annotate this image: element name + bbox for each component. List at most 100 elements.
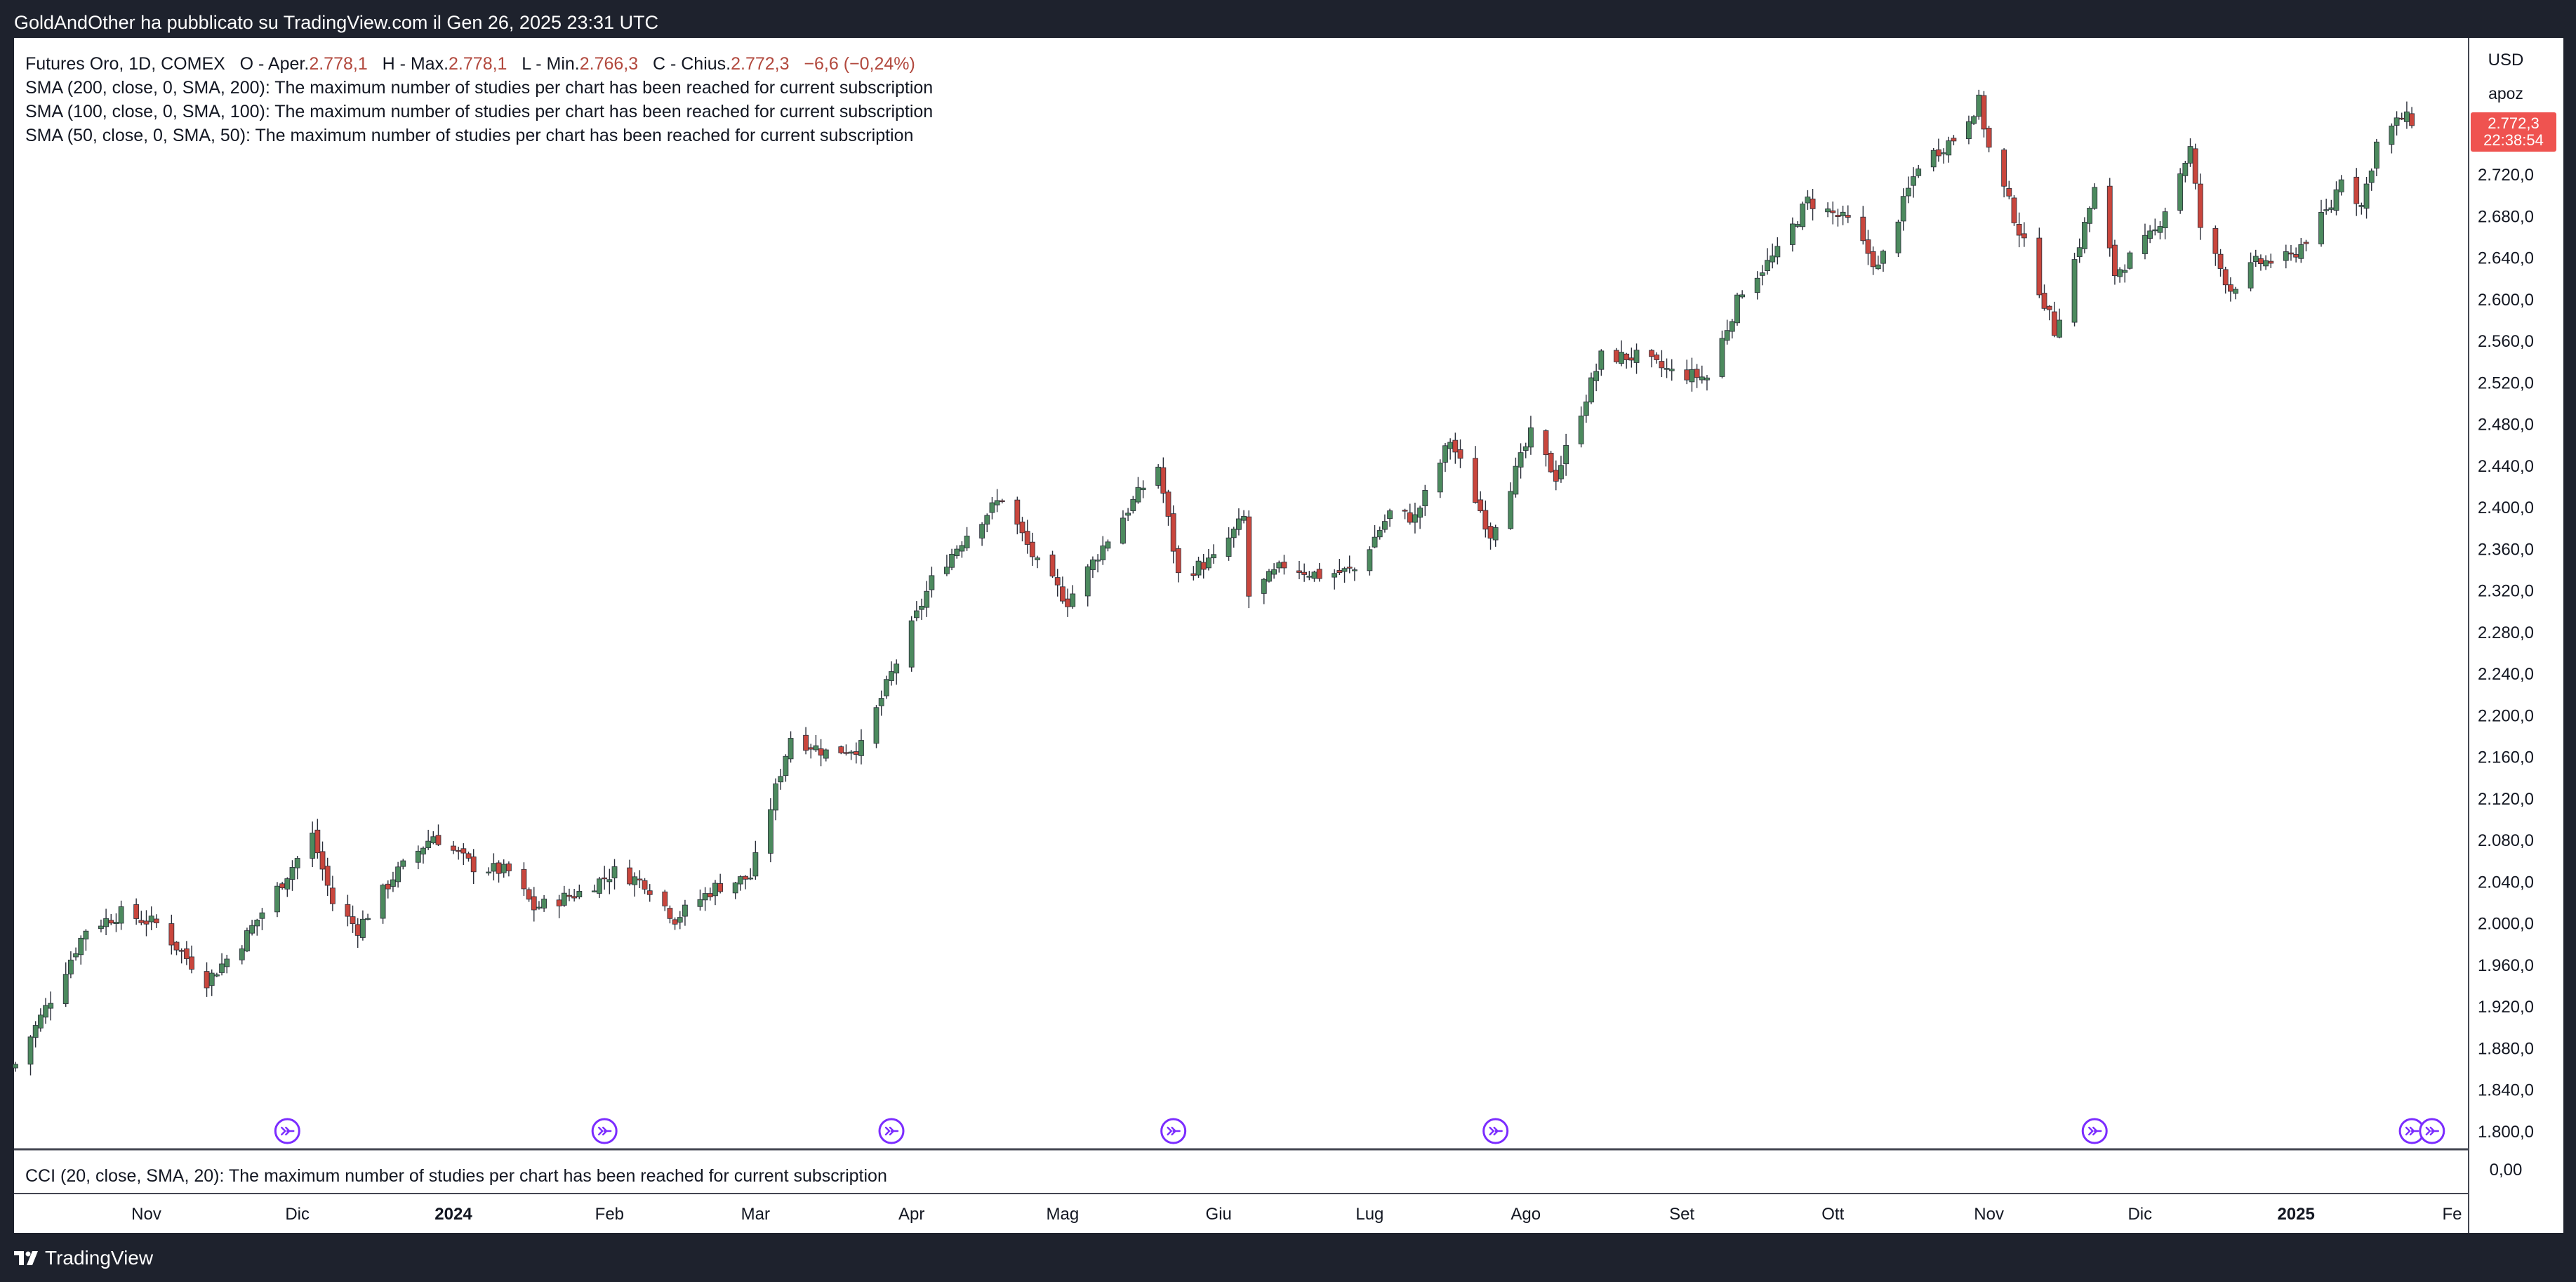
- time-tick-label: 2024: [434, 1205, 472, 1224]
- candle-body: [1190, 573, 1197, 576]
- candle-body: [1865, 239, 1871, 254]
- candle-body: [213, 974, 220, 977]
- candle-body: [602, 877, 608, 880]
- time-tick-label: Dic: [285, 1205, 310, 1224]
- candle-body: [1619, 352, 1624, 364]
- candle-body: [677, 917, 683, 923]
- candle-body: [43, 1005, 48, 1018]
- candle-body: [1135, 487, 1141, 503]
- candle-body: [470, 856, 477, 873]
- candle-body: [2283, 251, 2289, 261]
- candle-body: [1528, 427, 1534, 448]
- candle-body: [717, 883, 724, 892]
- candle-body: [989, 502, 995, 513]
- candle-body: [1125, 513, 1131, 516]
- candle-body: [67, 959, 74, 974]
- candle-body: [2217, 253, 2224, 269]
- candle-body: [878, 698, 884, 706]
- economic-event-icon[interactable]: [2398, 1118, 2425, 1144]
- candle-body: [894, 663, 900, 674]
- candle-body: [1845, 215, 1851, 218]
- study-sma-200[interactable]: SMA (200, close, 0, SMA, 200): The maxim…: [25, 78, 934, 98]
- candle-body: [496, 862, 502, 874]
- study-cci[interactable]: CCI (20, close, SMA, 20): The maximum nu…: [25, 1166, 887, 1186]
- candle-body: [1230, 529, 1237, 538]
- candle-body: [1070, 593, 1076, 607]
- candle-body: [752, 852, 759, 877]
- candle-body: [571, 896, 578, 899]
- candle-body: [1553, 470, 1559, 482]
- candle-body: [1417, 508, 1423, 518]
- price-tick-label: 2.200,0: [2478, 706, 2534, 725]
- candle-body: [2368, 170, 2375, 183]
- symbol-title[interactable]: Futures Oro, 1D, COMEX: [25, 54, 225, 74]
- candle-body: [1976, 94, 1982, 117]
- economic-event-icon[interactable]: [2081, 1118, 2108, 1144]
- candle-body: [1875, 264, 1881, 270]
- candle-body: [1266, 571, 1272, 582]
- candle-body: [1598, 350, 1605, 370]
- candle-body: [32, 1025, 39, 1038]
- candle-body: [2147, 230, 2153, 239]
- candle-body: [913, 610, 919, 619]
- tradingview-brand[interactable]: TradingView: [14, 1247, 153, 1269]
- candle-body: [1195, 560, 1202, 576]
- candle-body: [2318, 211, 2324, 244]
- economic-event-icon[interactable]: [2419, 1118, 2445, 1144]
- price-tick-label: 1.800,0: [2478, 1123, 2534, 1142]
- candle-body: [274, 885, 280, 913]
- candle-body: [2258, 258, 2264, 264]
- candle-body: [1120, 517, 1126, 544]
- economic-event-icon[interactable]: [274, 1118, 300, 1144]
- study-sma-100[interactable]: SMA (100, close, 0, SMA, 100): The maxim…: [25, 102, 934, 121]
- time-tick-label: Nov: [131, 1205, 161, 1224]
- candle-body: [1588, 377, 1594, 403]
- candle-body: [949, 553, 955, 568]
- time-axis[interactable]: Nov Dic 2024 Feb Mar Apr Mag Giu Lug Ago Set Ott Nov…: [131, 1205, 2462, 1224]
- chart-frame[interactable]: [14, 38, 2563, 1233]
- candle-body: [536, 906, 542, 908]
- candle-body: [1664, 368, 1670, 370]
- candle-body: [1035, 557, 1040, 560]
- candle-body: [1261, 579, 1267, 594]
- candle-body: [1981, 95, 1987, 130]
- event-markers[interactable]: [274, 1118, 2445, 1144]
- footer: TradingView: [0, 1233, 2576, 1282]
- candle-body: [415, 850, 421, 863]
- low-value: 2.766,3: [579, 54, 639, 74]
- candle-body: [1694, 369, 1700, 378]
- price-tick-label: 2.720,0: [2478, 166, 2534, 185]
- candle-body: [1160, 467, 1167, 494]
- candle-body: [183, 948, 190, 959]
- tradingview-logo-icon: [14, 1251, 38, 1265]
- study-sma-50[interactable]: SMA (50, close, 0, SMA, 50): The maximum…: [25, 126, 914, 145]
- economic-event-icon[interactable]: [878, 1118, 905, 1144]
- economic-event-icon[interactable]: [591, 1118, 618, 1144]
- economic-event-icon[interactable]: [1482, 1118, 1509, 1144]
- candle-body: [118, 906, 124, 924]
- candle-body: [1442, 445, 1448, 463]
- time-tick-label: Mag: [1047, 1205, 1080, 1224]
- candle-body: [838, 746, 844, 753]
- brand-name: TradingView: [45, 1247, 154, 1269]
- candle-body: [1376, 530, 1383, 538]
- candle-body: [1770, 256, 1776, 263]
- candle-body: [48, 1003, 54, 1009]
- candle-body: [858, 740, 864, 756]
- candle-body: [249, 925, 255, 934]
- candle-body: [1971, 116, 1977, 124]
- candle-body: [224, 958, 230, 967]
- candle-body: [2122, 270, 2128, 273]
- candle-body: [924, 590, 930, 608]
- candle-body: [2071, 259, 2078, 323]
- candle-body: [627, 867, 632, 885]
- price-axis[interactable]: 1.800,0 1.840,0 1.880,0 1.920,0 1.960,0 2.000…: [2478, 166, 2534, 1142]
- axis-mode-label[interactable]: apoz: [2488, 84, 2523, 103]
- candle-body: [2177, 173, 2184, 211]
- time-tick-label: Mar: [741, 1205, 770, 1224]
- candle-body: [2394, 117, 2400, 126]
- economic-event-icon[interactable]: [1160, 1118, 1187, 1144]
- candle-body: [1860, 216, 1866, 242]
- candle-body: [808, 747, 814, 750]
